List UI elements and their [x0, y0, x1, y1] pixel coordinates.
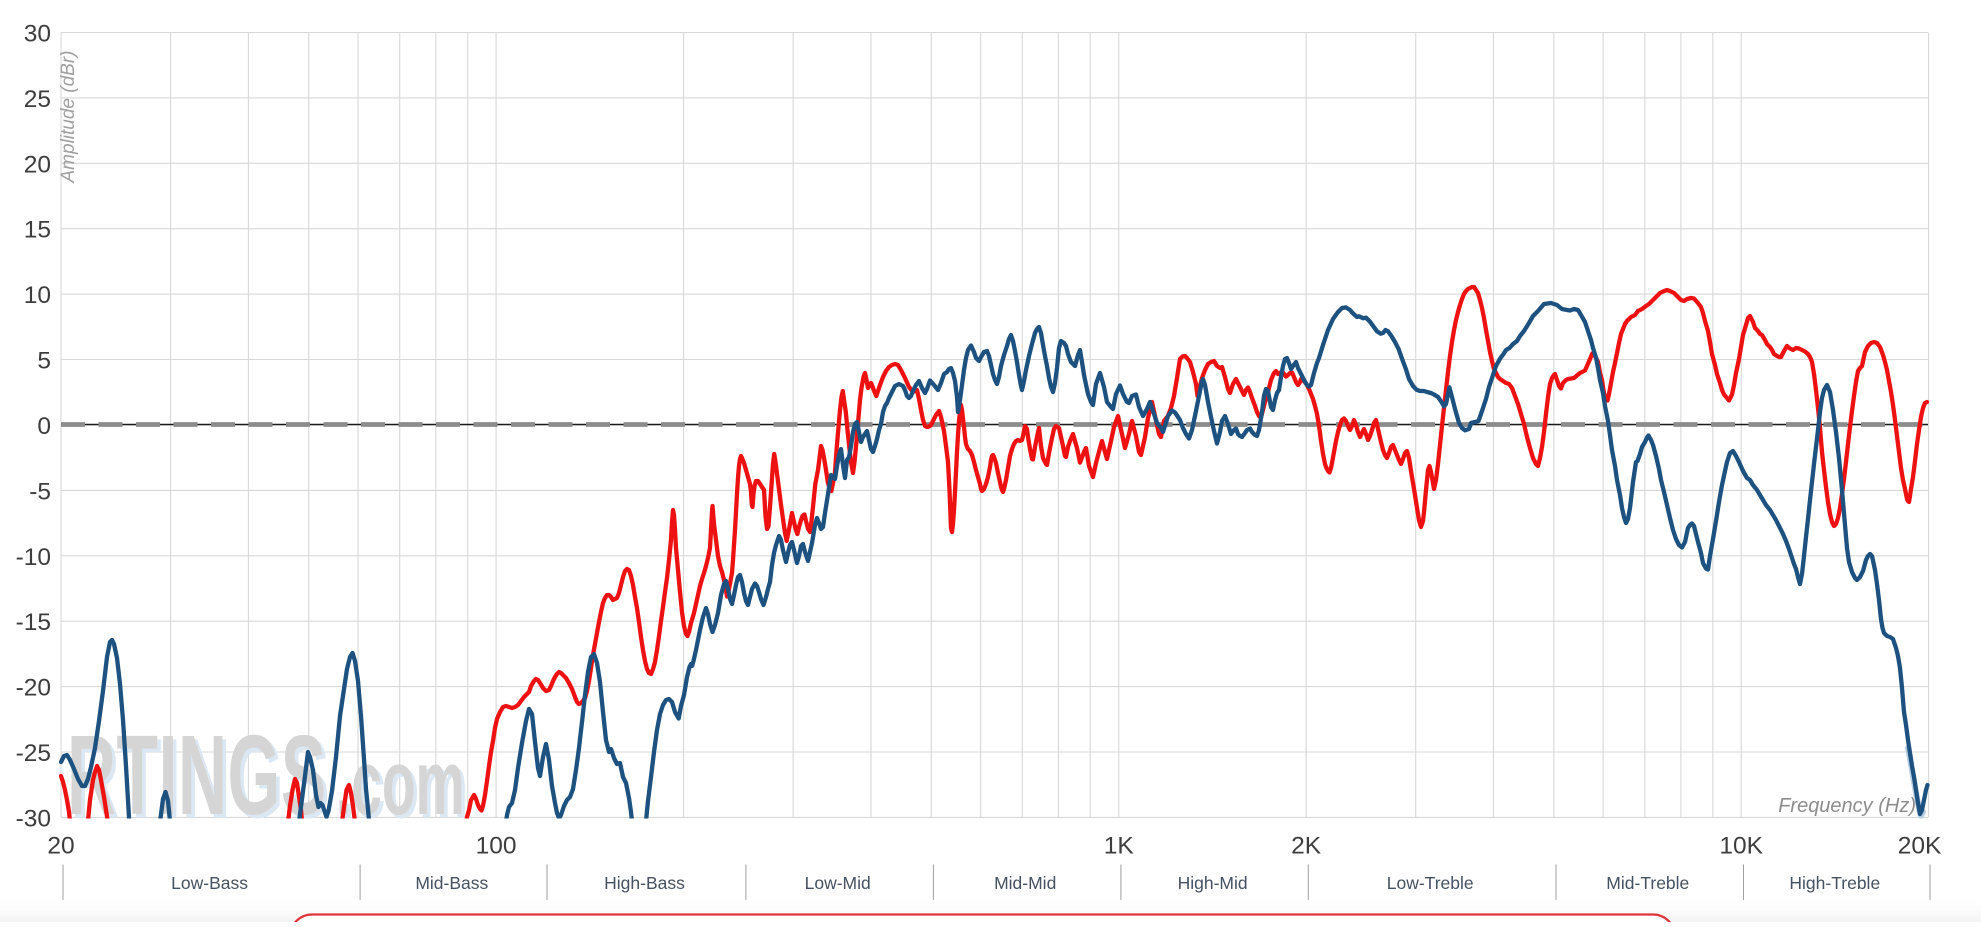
svg-text:-25: -25: [16, 740, 51, 767]
svg-text:Mid-Bass: Mid-Bass: [415, 873, 488, 893]
svg-text:-20: -20: [16, 675, 51, 702]
svg-text:-30: -30: [16, 805, 51, 832]
svg-text:Amplitude (dBr): Amplitude (dBr): [58, 51, 79, 184]
svg-text:20: 20: [24, 151, 51, 178]
svg-text:-15: -15: [16, 609, 51, 636]
svg-text:20: 20: [47, 833, 74, 860]
svg-text:30: 30: [24, 21, 51, 48]
svg-text:0: 0: [37, 413, 51, 440]
svg-text:10: 10: [24, 282, 51, 309]
svg-text:Low-Treble: Low-Treble: [1387, 873, 1474, 893]
svg-text:100: 100: [476, 833, 517, 860]
svg-text:25: 25: [24, 86, 51, 113]
svg-text:20K: 20K: [1898, 833, 1942, 860]
svg-text:1K: 1K: [1104, 833, 1135, 860]
svg-text:2K: 2K: [1291, 833, 1322, 860]
svg-text:15: 15: [24, 217, 51, 244]
svg-text:5: 5: [37, 348, 51, 375]
svg-text:Frequency (Hz): Frequency (Hz): [1778, 795, 1916, 817]
svg-text:10K: 10K: [1719, 833, 1763, 860]
svg-text:Mid-Mid: Mid-Mid: [994, 873, 1056, 893]
svg-text:High-Treble: High-Treble: [1789, 873, 1880, 893]
svg-text:Low-Bass: Low-Bass: [171, 873, 248, 893]
svg-text:High-Mid: High-Mid: [1178, 873, 1248, 893]
svg-text:-10: -10: [16, 544, 51, 571]
svg-text:Low-Mid: Low-Mid: [805, 873, 871, 893]
svg-text:Mid-Treble: Mid-Treble: [1606, 873, 1689, 893]
svg-text:High-Bass: High-Bass: [604, 873, 685, 893]
svg-text:-5: -5: [29, 478, 51, 505]
